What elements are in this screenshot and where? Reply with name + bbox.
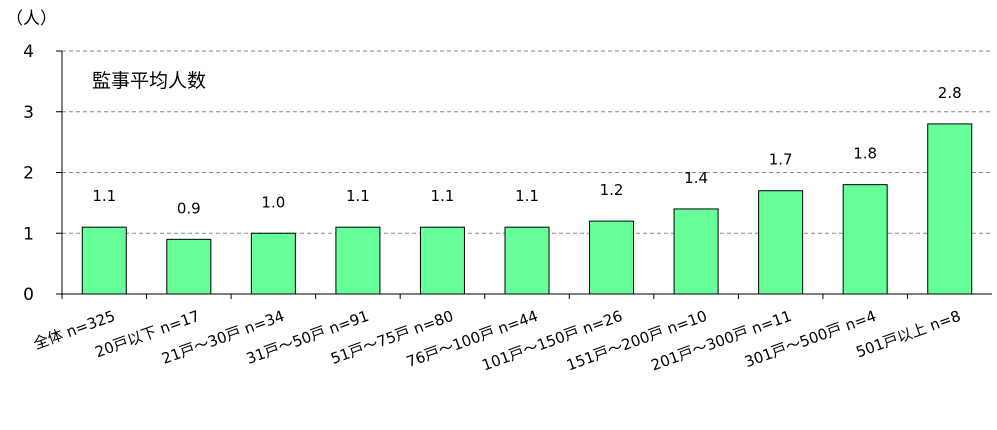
bars [82, 124, 971, 294]
y-tick-label: 2 [23, 164, 34, 184]
y-axis: 0 1 2 3 4 [23, 42, 62, 305]
data-label: 1.1 [431, 187, 455, 205]
bar [759, 191, 803, 294]
bar [674, 209, 718, 294]
data-label: 1.8 [853, 145, 877, 163]
bar [251, 233, 295, 294]
bar [843, 185, 887, 294]
category-label: 151戸～200戸 n=10 [564, 307, 709, 375]
y-tick-label: 1 [23, 224, 34, 244]
data-label: 1.1 [346, 187, 370, 205]
y-axis-unit-label: （人） [6, 9, 57, 29]
data-label: 1.4 [684, 169, 708, 187]
data-label: 1.1 [515, 187, 539, 205]
bar [420, 227, 464, 294]
bar [167, 239, 211, 294]
data-label: 1.1 [92, 187, 116, 205]
bar [336, 227, 380, 294]
y-tick-label: 0 [23, 285, 34, 305]
data-label: 0.9 [177, 199, 201, 217]
bar [590, 221, 634, 294]
category-label: 101戸～150戸 n=26 [479, 307, 624, 375]
y-tick-label: 3 [23, 103, 34, 123]
bar [928, 124, 972, 294]
data-label: 2.8 [938, 84, 962, 102]
data-label: 1.7 [769, 151, 793, 169]
data-labels: 1.1 0.9 1.0 1.1 1.1 1.1 1.2 1.4 1.7 1.8 2.8 [92, 84, 961, 217]
bar [505, 227, 549, 294]
data-label: 1.2 [600, 181, 624, 199]
category-label: 201戸～300戸 n=11 [649, 307, 794, 375]
chart-title: 監事平均人数 [92, 70, 206, 92]
y-tick-label: 4 [23, 42, 34, 62]
data-label: 1.0 [261, 193, 285, 211]
bar [82, 227, 126, 294]
